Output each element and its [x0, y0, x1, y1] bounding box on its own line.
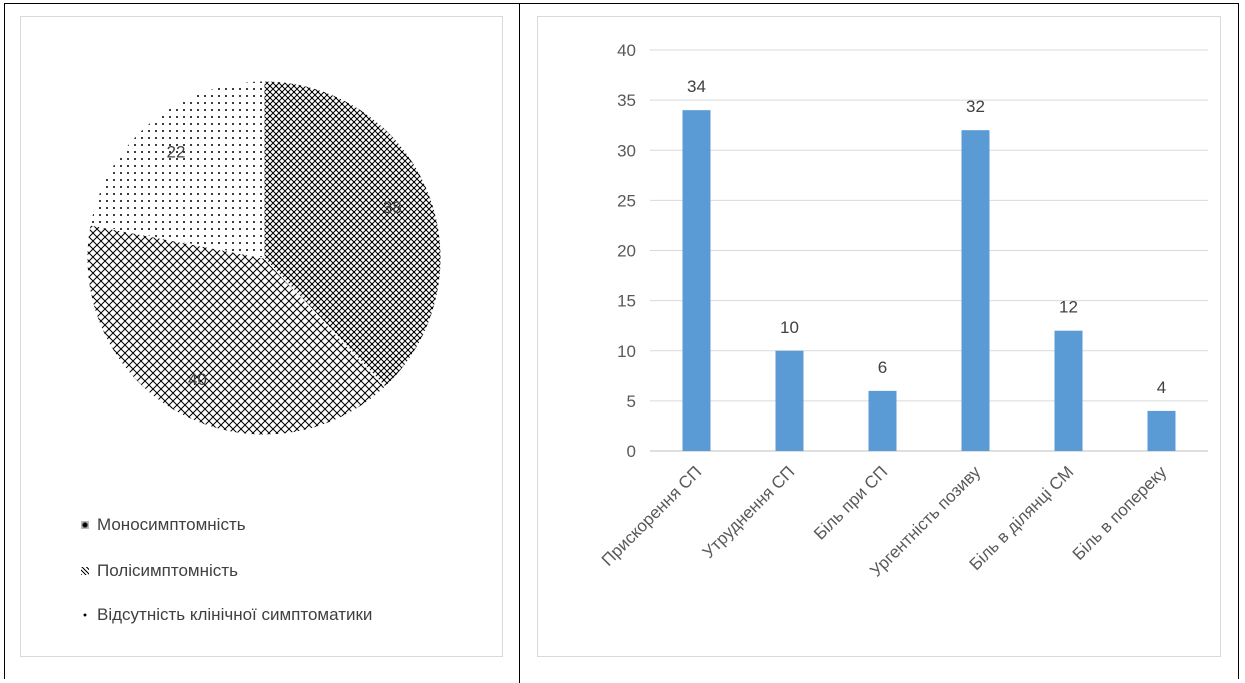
bar-data-label: 4	[1157, 378, 1166, 397]
y-tick-label: 25	[617, 191, 636, 210]
data-labels: 34 10 6 32 12 4	[687, 77, 1166, 397]
x-tick-label: Утруднення СП	[699, 462, 799, 562]
bar-data-label: 12	[1059, 298, 1078, 317]
bar-data-label: 10	[780, 318, 799, 337]
legend-item-poly: Полісимптомність	[81, 561, 238, 581]
bar-chart: 0 5 10 15 20 25 30 35 40 34 10 6 32 12 4 Прискорення …	[598, 41, 1208, 580]
legend-item-none: Відсутність клінічної симптоматики	[81, 605, 372, 625]
bar-data-label: 6	[878, 358, 887, 377]
x-tick-label: Біль при СП	[810, 462, 891, 543]
pie-data-label: 22	[167, 143, 186, 162]
legend-label: Полісимптомність	[97, 561, 238, 580]
crosshatch-swatch-icon	[81, 567, 89, 575]
pie-slice	[86, 224, 386, 436]
x-tick-label: Біль в поперeку	[1069, 462, 1171, 564]
bar-data-label: 34	[687, 77, 706, 96]
bar	[868, 390, 897, 451]
y-tick-label: 15	[617, 292, 636, 311]
pie-chart-container: 38 40 22 Моносимптомність Полісимптомність…	[20, 16, 503, 657]
legend-label: Моносимптомність	[97, 515, 246, 534]
y-tick-label: 10	[617, 342, 636, 361]
pie-data-label: 40	[188, 370, 207, 389]
bars	[682, 110, 1176, 452]
y-tick-label: 30	[617, 141, 636, 160]
pie-data-label: 38	[383, 198, 402, 217]
x-tick-label: Прискорення СП	[598, 462, 705, 569]
pie-chart: 38 40 22	[86, 80, 442, 436]
bar	[775, 350, 804, 451]
table-cell-divider	[519, 3, 520, 683]
bar	[1054, 330, 1083, 451]
sparse-dots-swatch-icon	[81, 611, 89, 619]
bar-data-label: 32	[966, 97, 985, 116]
x-tick-label: Біль в ділянці СМ	[966, 462, 1078, 574]
bar-chart-container: 0 5 10 15 20 25 30 35 40 34 10 6 32 12 4 Прискорення …	[537, 16, 1221, 657]
bar	[1147, 410, 1176, 451]
bar	[961, 130, 990, 451]
y-axis-ticks: 0 5 10 15 20 25 30 35 40	[617, 41, 636, 461]
pie-slice	[263, 80, 442, 388]
legend-item-mono: Моносимптомність	[81, 515, 246, 535]
dense-dots-swatch-icon	[81, 521, 89, 529]
legend-label: Відсутність клінічної симптоматики	[97, 605, 373, 624]
bar	[682, 110, 711, 452]
y-tick-label: 20	[617, 242, 636, 261]
y-tick-label: 40	[617, 41, 636, 60]
table-frame	[4, 3, 1239, 679]
y-tick-label: 5	[627, 392, 636, 411]
y-tick-label: 35	[617, 91, 636, 110]
y-tick-label: 0	[627, 442, 636, 461]
gridlines	[650, 49, 1208, 452]
pie-slice	[89, 80, 265, 259]
